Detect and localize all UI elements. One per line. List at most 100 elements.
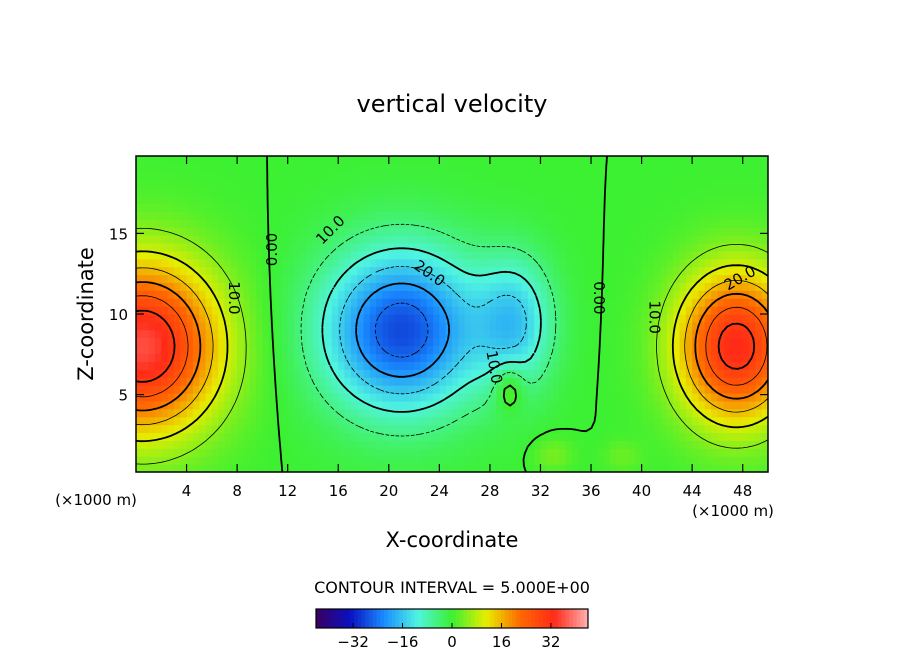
field-cell — [180, 314, 188, 323]
field-cell — [205, 329, 213, 339]
field-cell — [458, 448, 466, 457]
field-cell — [635, 156, 643, 165]
field-cell — [622, 282, 630, 291]
colorbar-swatch — [550, 609, 555, 628]
field-cell — [382, 258, 390, 268]
field-cell — [628, 274, 636, 283]
field-cell — [508, 337, 516, 347]
field-cell — [685, 235, 693, 244]
field-cell — [534, 266, 542, 276]
field-cell — [167, 156, 175, 165]
field-cell — [256, 321, 263, 331]
field-cell — [717, 361, 725, 370]
field-cell — [635, 219, 643, 228]
field-cell — [610, 353, 617, 362]
field-cell — [515, 314, 523, 323]
field-cell — [641, 400, 649, 410]
field-cell — [527, 242, 535, 252]
field-cell — [211, 179, 219, 189]
field-cell — [692, 448, 700, 457]
field-cell — [300, 242, 308, 252]
field-cell — [300, 408, 308, 418]
field-cell — [319, 448, 327, 457]
contour-line — [339, 266, 527, 395]
field-cell — [692, 369, 700, 378]
field-cell — [616, 377, 624, 386]
field-cell — [508, 227, 516, 236]
field-cell — [749, 171, 756, 181]
field-cell — [237, 432, 245, 441]
field-cell — [673, 306, 681, 315]
field-cell — [616, 227, 624, 236]
field-cell — [616, 266, 624, 276]
field-cell — [262, 377, 270, 386]
field-cell — [742, 235, 750, 244]
field-cell — [363, 250, 371, 260]
field-cell — [546, 298, 554, 307]
field-cell — [338, 219, 346, 228]
field-cell — [685, 187, 693, 197]
field-cell — [142, 171, 150, 181]
field-cell — [540, 321, 548, 331]
field-cell — [243, 258, 251, 268]
field-cell — [426, 266, 434, 276]
field-cell — [673, 187, 681, 197]
field-cell — [224, 156, 232, 165]
field-cell — [717, 298, 725, 307]
field-cell — [148, 235, 156, 244]
field-cell — [578, 219, 586, 228]
field-cell — [180, 195, 188, 204]
field-cell — [452, 393, 459, 402]
field-cell — [489, 235, 497, 244]
field-cell — [717, 179, 725, 189]
field-cell — [761, 163, 768, 173]
field-cell — [679, 329, 687, 339]
field-cell — [679, 377, 687, 386]
field-cell — [578, 163, 586, 173]
field-cell — [711, 314, 719, 323]
field-cell — [136, 282, 143, 291]
field-cell — [325, 156, 333, 165]
field-cell — [610, 227, 617, 236]
field-cell — [136, 195, 143, 204]
field-cell — [565, 306, 573, 315]
field-cell — [306, 369, 314, 378]
field-cell — [173, 432, 181, 441]
field-cell — [458, 298, 466, 307]
field-cell — [654, 337, 662, 347]
field-cell — [433, 329, 440, 339]
field-cell — [489, 377, 497, 386]
field-cell — [483, 203, 491, 212]
field-cell — [186, 408, 194, 418]
field-cell — [268, 306, 276, 315]
field-cell — [673, 258, 681, 268]
field-cell — [275, 250, 282, 260]
colorbar-tick-label: 16 — [492, 633, 511, 651]
field-cell — [717, 187, 725, 197]
field-cell — [654, 440, 662, 449]
field-cell — [477, 345, 485, 355]
field-cell — [673, 211, 681, 220]
field-cell — [452, 448, 459, 457]
field-cell — [666, 400, 674, 410]
field-cell — [205, 440, 213, 449]
field-cell — [230, 424, 238, 434]
field-cell — [331, 353, 339, 362]
field-cell — [414, 195, 421, 204]
field-cell — [660, 219, 668, 228]
field-cell — [698, 219, 706, 228]
field-cell — [230, 456, 238, 465]
field-cell — [616, 337, 624, 347]
field-cell — [294, 464, 301, 472]
field-cell — [395, 337, 403, 347]
field-cell — [350, 266, 358, 276]
field-cell — [357, 274, 365, 283]
field-cell — [154, 345, 162, 355]
field-cell — [294, 242, 301, 252]
field-cell — [660, 156, 668, 165]
field-cell — [388, 456, 396, 465]
field-cell — [186, 440, 194, 449]
field-cell — [654, 393, 662, 402]
field-cell — [685, 385, 693, 394]
field-cell — [407, 464, 415, 472]
